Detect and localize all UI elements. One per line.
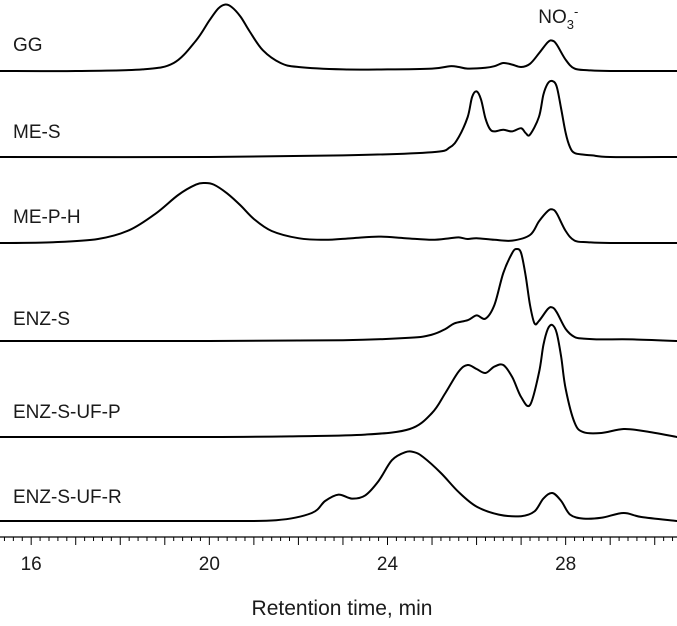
nitrate-annotation-superscript: - — [574, 4, 578, 19]
series-label-gg: GG — [13, 35, 43, 56]
tick-label-16: 16 — [21, 554, 42, 575]
trace-group — [0, 3, 677, 523]
trace-enz-s-uf-r — [0, 450, 677, 523]
trace-enz-s-uf-p — [0, 323, 677, 439]
nitrate-annotation-subscript: 3 — [567, 17, 574, 32]
series-label-group: GG ME-S ME-P-H ENZ-S ENZ-S-UF-P ENZ-S-UF-R — [13, 35, 122, 508]
trace-me-s — [0, 79, 677, 159]
trace-gg — [0, 3, 677, 73]
x-axis-title: Retention time, min — [252, 597, 433, 620]
tick-label-20: 20 — [199, 554, 220, 575]
x-axis-ticks — [3, 537, 674, 545]
trace-me-p-h — [0, 181, 677, 245]
series-label-enz-s-uf-p: ENZ-S-UF-P — [13, 402, 121, 423]
tick-label-24: 24 — [377, 554, 399, 575]
nitrate-annotation: NO3- — [538, 4, 578, 32]
nitrate-annotation-text: NO — [538, 7, 567, 28]
series-label-me-p-h: ME-P-H — [13, 207, 81, 228]
series-label-me-s: ME-S — [13, 122, 61, 143]
trace-enz-s — [0, 247, 677, 343]
tick-label-28: 28 — [555, 554, 576, 575]
x-axis-tick-labels: 16 20 24 28 — [21, 554, 577, 575]
series-label-enz-s-uf-r: ENZ-S-UF-R — [13, 487, 122, 508]
series-label-enz-s: ENZ-S — [13, 309, 70, 330]
